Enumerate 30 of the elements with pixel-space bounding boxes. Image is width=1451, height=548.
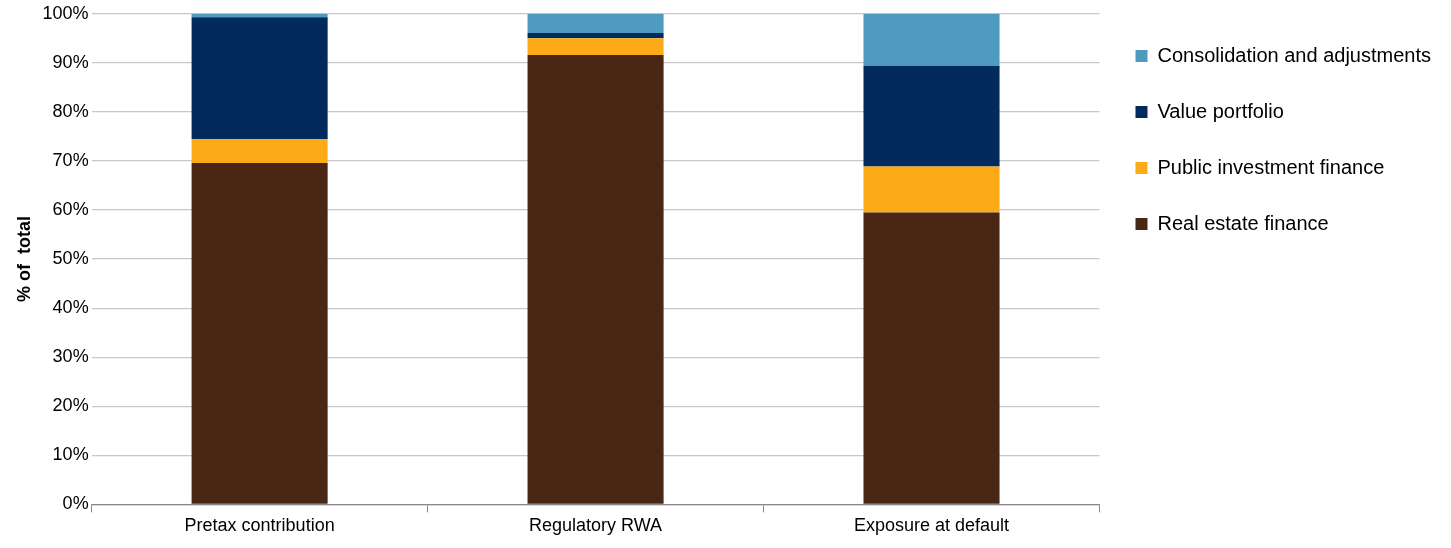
y-tick-label: 100% — [42, 2, 89, 23]
bar — [863, 65, 1000, 167]
bar — [863, 166, 1000, 213]
bar — [527, 55, 664, 504]
y-axis-title: % of total — [13, 216, 34, 303]
legend-label: Real estate finance — [1157, 211, 1329, 234]
y-tick-label: 60% — [52, 199, 89, 220]
y-tick-label: 80% — [52, 100, 89, 121]
y-tick-label: 20% — [52, 395, 89, 416]
bar — [191, 17, 328, 139]
bar — [863, 212, 1000, 504]
x-tick-label: Regulatory RWA — [529, 515, 663, 536]
y-tick-label: 50% — [52, 248, 89, 269]
y-tick-label: 30% — [52, 346, 89, 367]
bar — [527, 32, 664, 39]
bar — [527, 38, 664, 56]
legend-label: Value portfolio — [1157, 99, 1284, 122]
y-tick-label: 40% — [52, 297, 89, 318]
y-tick-label: 0% — [62, 493, 89, 514]
x-tick-label: Pretax contribution — [184, 515, 335, 536]
y-tick-label: 10% — [52, 444, 89, 465]
y-tick-label: 90% — [52, 51, 89, 72]
bar — [191, 162, 328, 504]
legend-label: Consolidation and adjustments — [1157, 43, 1432, 66]
y-tick-label: 70% — [52, 149, 89, 170]
bar — [191, 138, 328, 163]
bar — [863, 13, 1000, 66]
legend-label: Public investment finance — [1157, 155, 1385, 178]
bar — [527, 13, 664, 33]
x-tick-label: Exposure at default — [853, 515, 1010, 536]
